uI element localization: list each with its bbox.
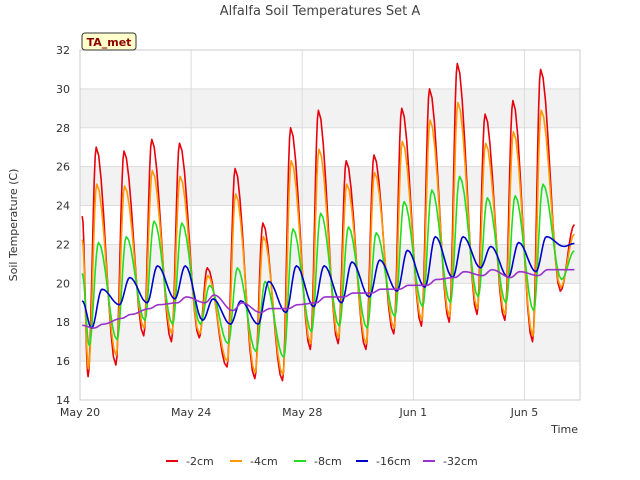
series-lines (81, 62, 576, 382)
plot-area (80, 50, 580, 400)
legend: -2cm -4cm -8cm -16cm -32cm (166, 455, 478, 468)
series-line-minus-16cm (81, 235, 575, 329)
y-tick-label: 24 (56, 200, 70, 213)
y-tick-label: 22 (56, 238, 70, 251)
plot-band (80, 361, 580, 400)
y-tick-label: 32 (56, 44, 70, 57)
legend-label: -2cm (186, 455, 214, 468)
x-axis: May 20 May 24 May 28 Jun 1 Jun 5 (60, 406, 538, 419)
y-tick-label: 14 (56, 394, 70, 407)
y-tick-label: 20 (56, 277, 70, 290)
station-badge-label: TA_met (87, 36, 132, 49)
series-line-minus-2cm (81, 62, 576, 382)
y-axis: 14 16 18 20 22 24 26 28 30 32 (56, 44, 70, 407)
station-badge-box (81, 32, 137, 51)
y-axis-label: Soil Temperature (C) (7, 169, 20, 282)
x-tick-label: May 24 (171, 406, 211, 419)
plot-band (80, 88, 580, 128)
series-line-minus-4cm (81, 101, 576, 376)
plot-band (80, 127, 580, 167)
series-line-minus-8cm (81, 175, 575, 358)
legend-label: -16cm (376, 455, 411, 468)
y-tick-label: 28 (56, 122, 70, 135)
plot-band (80, 322, 580, 362)
plot-band (80, 283, 580, 323)
x-tick-label: May 20 (60, 406, 100, 419)
plot-band (80, 166, 580, 206)
legend-label: -8cm (314, 455, 342, 468)
plot-band (80, 205, 580, 245)
chart-title: Alfalfa Soil Temperatures Set A (220, 4, 421, 19)
series-line-minus-32cm (82, 268, 575, 329)
x-axis-label: Time (550, 423, 578, 436)
y-tick-label: 26 (56, 161, 70, 174)
station-badge: TA_met (81, 32, 137, 51)
legend-label: -4cm (250, 455, 278, 468)
y-tick-label: 16 (56, 355, 70, 368)
y-tick-label: 30 (56, 83, 70, 96)
x-tick-label: Jun 5 (510, 406, 539, 419)
x-tick-label: May 28 (282, 406, 322, 419)
y-tick-label: 18 (56, 316, 70, 329)
legend-label: -32cm (443, 455, 478, 468)
plot-band (80, 50, 580, 89)
plot-border (79, 49, 581, 401)
x-tick-label: Jun 1 (398, 406, 427, 419)
